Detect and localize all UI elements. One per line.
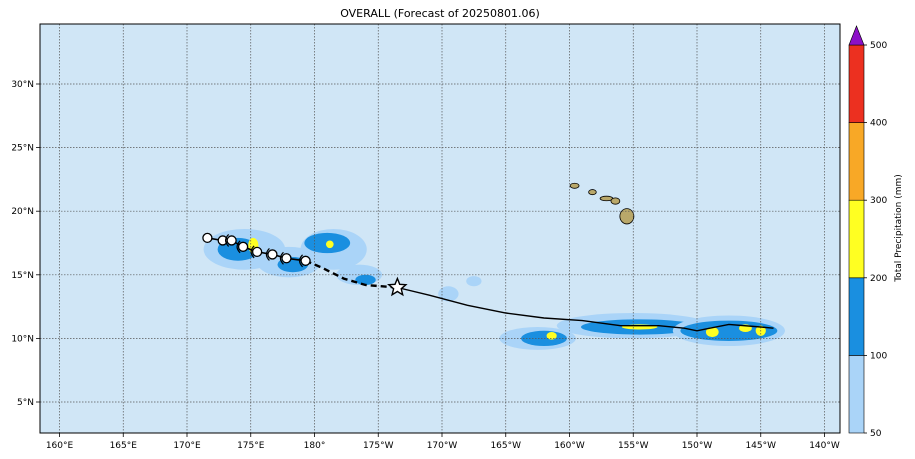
map-frame: [39, 23, 841, 434]
latitude-tick-labels: 5°N 10°N 15°N 20°N 25°N 30°N: [11, 80, 40, 408]
precip-cell: [355, 274, 376, 285]
storm-track: [202, 232, 774, 332]
ocean-background: [40, 24, 840, 433]
lon-tick-label: 165°W: [490, 441, 521, 451]
storm-symbol-arc: [265, 248, 270, 261]
lon-tick-label: 150°W: [682, 441, 713, 451]
track-point: [267, 249, 278, 260]
island: [610, 197, 621, 205]
lon-tick-label: 175°E: [237, 441, 265, 451]
island: [619, 208, 635, 225]
lat-tick-label: 15°N: [11, 271, 34, 281]
lon-tick-label: 175°W: [363, 441, 394, 451]
colorbar-tick-label: 50: [870, 429, 882, 439]
track-point: [300, 255, 311, 266]
track-point: [251, 246, 263, 258]
lon-tick-label: 170°E: [173, 441, 201, 451]
storm-symbol-arc: [225, 234, 230, 247]
colorbar-label: Total Precipitation (mm): [894, 174, 904, 283]
track-point: [281, 253, 292, 264]
lon-tick-label: 160°E: [46, 441, 74, 451]
star-marker: [387, 276, 408, 297]
longitude-tick-labels: 160°E 165°E 170°E 175°E 180° 175°W 170°W 165°W 1…: [46, 433, 840, 451]
track-point: [202, 232, 213, 244]
lon-tick-label: 155°W: [618, 441, 649, 451]
lon-tick-label: 145°W: [745, 441, 776, 451]
lon-tick-label: 180°: [304, 441, 326, 451]
storm-symbol-arc: [279, 251, 284, 265]
colorbar-tick-label: 200: [870, 274, 887, 284]
storm-symbol-arc: [236, 240, 241, 254]
precip-cell: [546, 332, 557, 340]
storm-symbol-arc: [298, 254, 304, 268]
colorbar-segment: [848, 44, 865, 123]
lat-tick-label: 25°N: [11, 144, 34, 154]
colorbar-tick-label: 500: [870, 41, 887, 51]
lat-tick-label: 5°N: [17, 398, 34, 408]
lat-tick-label: 20°N: [11, 207, 34, 217]
colorbar-segment: [848, 122, 865, 201]
colorbar-tick-label: 300: [870, 196, 887, 206]
precip-cell: [466, 276, 482, 287]
colorbar-segment: [848, 277, 865, 356]
colorbar-tick-label: 400: [870, 119, 887, 129]
lon-tick-label: 165°E: [110, 441, 138, 451]
map-title: OVERALL (Forecast of 20250801.06): [340, 7, 540, 20]
precip-cell: [705, 326, 719, 338]
lon-tick-label: 170°W: [427, 441, 458, 451]
colorbar-extend-arrow: [848, 25, 865, 46]
lat-tick-label: 30°N: [11, 80, 34, 90]
lon-tick-label: 140°W: [809, 441, 840, 451]
storm-symbol-arc: [250, 245, 255, 259]
precip-cell: [438, 286, 459, 302]
hawaiian-islands: [569, 182, 635, 225]
lon-tick-label: 160°W: [554, 441, 585, 451]
colorbar: 50 100 200 300 400 500: [848, 25, 887, 439]
track-point: [226, 235, 237, 246]
colorbar-segment: [848, 355, 865, 434]
precip-cell: [325, 240, 334, 249]
island: [569, 182, 580, 189]
track-forecast-dashed: [305, 259, 398, 289]
lat-tick-label: 10°N: [11, 334, 34, 344]
colorbar-segment: [848, 199, 865, 279]
track-point: [237, 241, 249, 252]
track-forecast-solid: [397, 286, 774, 332]
island: [588, 189, 597, 196]
colorbar-tick-label: 100: [870, 351, 887, 361]
gridlines: [40, 24, 840, 433]
